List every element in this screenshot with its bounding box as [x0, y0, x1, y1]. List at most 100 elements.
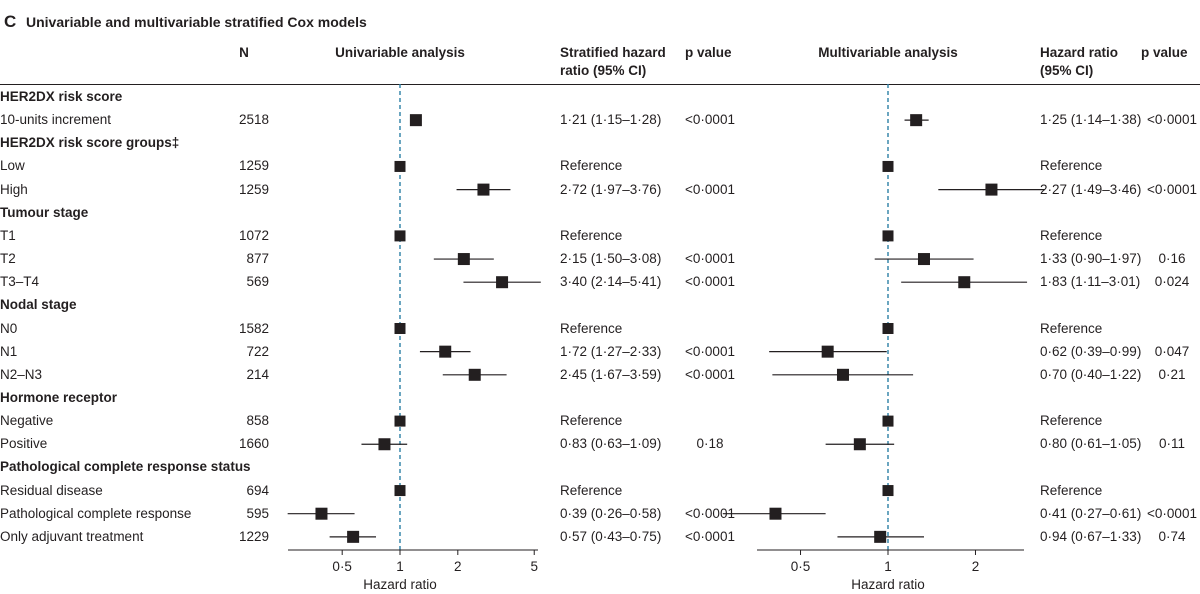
group-label: Hormone receptor — [0, 390, 118, 405]
row-uni-hr: 1·21 (1·15–1·28) — [560, 112, 662, 127]
hr-marker — [910, 114, 923, 127]
row-uni-hr: 2·45 (1·67–3·59) — [560, 367, 662, 382]
row-uni-p: <0·0001 — [685, 112, 735, 127]
x-tick-label: 0·5 — [332, 559, 352, 574]
row-n: 1660 — [238, 436, 269, 451]
row-multi-hr: 0·62 (0·39–0·99) — [1040, 344, 1142, 359]
row-n: 694 — [246, 483, 269, 498]
header-rule — [0, 84, 1200, 85]
row-uni-p: <0·0001 — [685, 367, 735, 382]
row-uni-hr: Reference — [560, 413, 623, 428]
row-uni-hr: 1·72 (1·27–2·33) — [560, 344, 662, 359]
group-label: HER2DX risk score groups‡ — [0, 135, 180, 150]
row-multi-hr: Reference — [1040, 483, 1103, 498]
row-multi-hr: Reference — [1040, 413, 1103, 428]
hr-marker — [958, 276, 971, 289]
hr-marker — [347, 530, 360, 543]
header-univariable: Univariable analysis — [335, 45, 465, 60]
row-multi-hr: 0·80 (0·61–1·05) — [1040, 436, 1142, 451]
row-uni-hr: 2·72 (1·97–3·76) — [560, 182, 662, 197]
row-n: 1229 — [238, 529, 269, 544]
group-label: Nodal stage — [0, 297, 77, 312]
hr-marker — [409, 114, 422, 127]
row-label: T2 — [0, 251, 16, 266]
hr-marker — [853, 438, 866, 451]
x-axis-title: Hazard ratio — [363, 577, 437, 592]
row-label: Positive — [0, 436, 48, 451]
row-uni-hr: 0·83 (0·63–1·09) — [560, 436, 662, 451]
reference-marker — [394, 323, 406, 334]
row-uni-hr: Reference — [560, 321, 623, 336]
row-label: T3–T4 — [0, 274, 40, 289]
reference-marker — [882, 160, 894, 172]
row-uni-hr: 3·40 (2·14–5·41) — [560, 274, 662, 289]
hr-marker — [874, 530, 887, 543]
row-multi-hr: 1·33 (0·90–1·97) — [1040, 251, 1142, 266]
row-uni-p: <0·0001 — [685, 529, 735, 544]
x-tick-label: 1 — [396, 559, 404, 574]
header-multi-hr-2: (95% CI) — [1040, 63, 1094, 78]
hr-marker — [457, 253, 470, 266]
row-multi-hr: Reference — [1040, 228, 1103, 243]
row-multi-p: 0·11 — [1158, 436, 1186, 451]
row-multi-p: 0·16 — [1158, 251, 1186, 266]
header-multi-hr-1: Hazard ratio — [1040, 45, 1119, 60]
row-n: 1259 — [238, 158, 269, 173]
row-multi-hr: Reference — [1040, 321, 1103, 336]
row-n: 1072 — [238, 228, 269, 243]
row-label: N2–N3 — [0, 367, 43, 382]
row-n: 858 — [246, 413, 269, 428]
row-uni-hr: Reference — [560, 158, 623, 173]
row-n: 722 — [246, 344, 269, 359]
row-uni-p: 0·18 — [696, 436, 724, 451]
row-label: Pathological complete response — [0, 506, 192, 521]
row-uni-hr: Reference — [560, 483, 623, 498]
x-tick-label: 2 — [454, 559, 462, 574]
row-label: Residual disease — [0, 483, 103, 498]
row-n: 1582 — [238, 321, 269, 336]
row-multi-p: 0·21 — [1158, 367, 1186, 382]
row-uni-p: <0·0001 — [685, 274, 735, 289]
panel-title: Univariable and multivariable stratified… — [26, 14, 367, 30]
row-n: 877 — [246, 251, 269, 266]
row-n: 569 — [246, 274, 269, 289]
row-uni-p: <0·0001 — [685, 251, 735, 266]
header-uni-p: p value — [685, 45, 732, 60]
row-label: Only adjuvant treatment — [0, 529, 144, 544]
x-axis-title: Hazard ratio — [851, 577, 925, 592]
row-multi-hr: 0·41 (0·27–0·61) — [1040, 506, 1142, 521]
row-multi-hr: Reference — [1040, 158, 1103, 173]
reference-marker — [882, 415, 894, 427]
row-uni-hr: Reference — [560, 228, 623, 243]
row-n: 1259 — [238, 182, 269, 197]
x-tick-label: 5 — [530, 559, 538, 574]
x-tick-label: 0·5 — [790, 559, 811, 574]
reference-marker — [394, 160, 406, 172]
row-label: 10-units increment — [0, 112, 112, 127]
reference-marker — [394, 415, 406, 427]
row-multi-hr: 2·27 (1·49–3·46) — [1040, 182, 1142, 197]
row-uni-p: <0·0001 — [685, 506, 735, 521]
hr-marker — [315, 507, 328, 520]
hr-marker — [477, 183, 490, 196]
row-label: T1 — [0, 228, 16, 243]
row-multi-p: <0·0001 — [1147, 506, 1197, 521]
row-label: N0 — [0, 321, 18, 336]
header-multi-p: p value — [1141, 45, 1188, 60]
header-uni-hr-2: ratio (95% CI) — [560, 63, 647, 78]
row-multi-hr: 1·25 (1·14–1·38) — [1040, 112, 1142, 127]
header-uni-hr-1: Stratified hazard — [560, 45, 666, 60]
reference-marker — [882, 485, 894, 497]
row-multi-p: <0·0001 — [1147, 182, 1197, 197]
row-label: Negative — [0, 413, 54, 428]
row-multi-p: 0·74 — [1158, 529, 1186, 544]
row-multi-p: 0·024 — [1154, 274, 1190, 289]
hr-marker — [496, 276, 509, 289]
row-label: Low — [0, 158, 25, 173]
panel-letter: C — [4, 12, 17, 31]
reference-marker — [394, 230, 406, 242]
row-multi-hr: 0·70 (0·40–1·22) — [1040, 367, 1142, 382]
row-uni-p: <0·0001 — [685, 182, 735, 197]
reference-marker — [882, 323, 894, 334]
group-label: Pathological complete response status — [0, 459, 251, 474]
